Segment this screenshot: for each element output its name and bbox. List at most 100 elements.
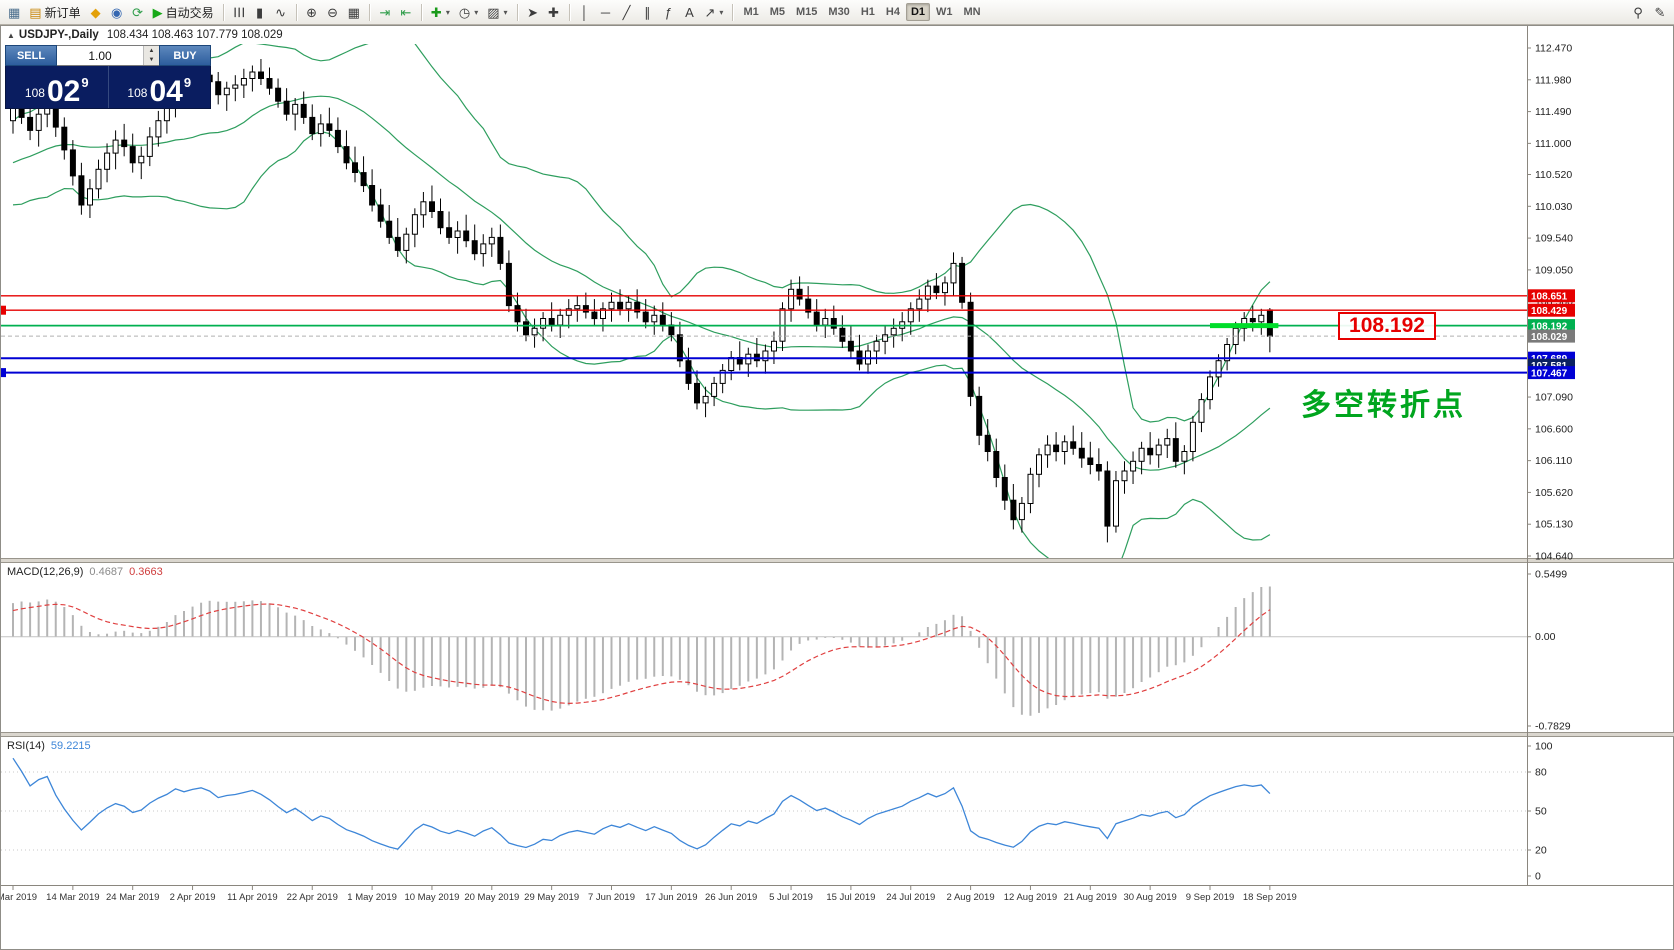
dropdown-arrow-icon: ▾ [503, 7, 508, 17]
search-button[interactable]: ⚲ [1628, 2, 1648, 22]
svg-text:50: 50 [1535, 806, 1547, 818]
vertical-line-button[interactable]: │ [575, 2, 595, 22]
arrows-button[interactable]: ↗ ▾ [701, 2, 728, 22]
candlestick-chart-button[interactable]: ▮ [250, 2, 270, 22]
buy-price-sup: 9 [183, 75, 192, 90]
autotrading-icon: ▶ [152, 4, 163, 20]
svg-text:111.490: 111.490 [1535, 106, 1572, 118]
svg-text:0.00: 0.00 [1535, 631, 1556, 643]
svg-text:109.050: 109.050 [1535, 264, 1573, 276]
channel-icon: ∥ [644, 4, 651, 20]
community-button[interactable]: ✎ [1650, 2, 1670, 22]
toolbar-separator [568, 3, 570, 21]
chart-window: 112.470 111.980 111.490 111.000 110.520 110.0… [0, 25, 1674, 950]
rsi-line [12, 757, 1271, 850]
new-chart-icon: ▦ [8, 4, 21, 20]
navigator-button[interactable]: ⟳ [128, 2, 148, 22]
chart-canvas[interactable]: 112.470 111.980 111.490 111.000 110.520 110.0… [1, 26, 1674, 949]
templates-button[interactable]: ▨ ▾ [483, 2, 511, 22]
svg-text:20: 20 [1535, 845, 1547, 857]
auto-scroll-button[interactable]: ⇥ [375, 2, 395, 22]
svg-text:108.429: 108.429 [1531, 306, 1568, 317]
bar-chart-button[interactable]: ☰ [229, 2, 249, 22]
chart-shift-button[interactable]: ⇤ [396, 2, 416, 22]
timeframe-m30-button[interactable]: M30 [823, 3, 854, 21]
zoom-out-button[interactable]: ⊖ [323, 2, 343, 22]
svg-text:109.540: 109.540 [1535, 233, 1573, 245]
templates-icon: ▨ [487, 4, 500, 20]
periods-button[interactable]: ◷ ▾ [455, 2, 482, 22]
buy-price-big: 04 [149, 74, 183, 108]
collapse-arrow-icon[interactable]: ▲ [7, 31, 15, 40]
svg-text:105.130: 105.130 [1535, 519, 1573, 531]
new-chart-button[interactable]: ▦ [4, 2, 24, 22]
svg-text:108.029: 108.029 [1531, 332, 1568, 343]
timeframe-m15-button[interactable]: M15 [791, 3, 822, 21]
crosshair-button[interactable]: ✚ [544, 2, 564, 22]
volume-decrease-button[interactable]: ▼ [144, 55, 159, 65]
price-axis[interactable]: 112.470 111.980 111.490 111.000 110.520 110.0… [1527, 43, 1575, 883]
price-level-annotation[interactable]: 108.192 [1338, 312, 1436, 340]
svg-text:7 Jun 2019: 7 Jun 2019 [588, 892, 635, 903]
svg-text:111.980: 111.980 [1535, 74, 1572, 86]
market-watch-button[interactable]: ◆ [86, 2, 106, 22]
svg-text:1 May 2019: 1 May 2019 [347, 892, 397, 903]
new-order-button[interactable]: ▤ 新订单 [25, 2, 84, 22]
timeframe-h1-button[interactable]: H1 [856, 3, 880, 21]
toolbar-separator [732, 3, 734, 21]
macd-main-value: 0.4687 [89, 566, 124, 578]
horizontal-lines[interactable] [1, 295, 1527, 378]
timeframe-w1-button[interactable]: W1 [931, 3, 958, 21]
text-button[interactable]: A [680, 2, 700, 22]
timeframe-m5-button[interactable]: M5 [765, 3, 790, 21]
svg-text:107.090: 107.090 [1535, 392, 1573, 404]
toolbar: ▦ ▤ 新订单 ◆ ◉ ⟳ ▶ 自动交易 ☰ ▮ ∿ ⊕ ⊖ ▦ ⇥ ⇤ ✚ ▾ ◷ ▾ ▨ ▾ ➤ ✚ │ ─ ╱ ∥ ƒ A ↗ ▾ M1 M… [0, 0, 1674, 25]
volume-input[interactable] [57, 46, 143, 65]
trendline-button[interactable]: ╱ [617, 2, 637, 22]
svg-text:107.467: 107.467 [1531, 368, 1568, 379]
svg-text:21 Aug 2019: 21 Aug 2019 [1064, 892, 1117, 903]
sell-price-sup: 9 [81, 75, 89, 90]
horizontal-line-button[interactable]: ─ [596, 2, 616, 22]
svg-text:18 Sep 2019: 18 Sep 2019 [1243, 892, 1297, 903]
timeframe-m1-button[interactable]: M1 [738, 3, 763, 21]
timeframe-d1-button[interactable]: D1 [905, 3, 930, 21]
price-divider [107, 66, 109, 108]
fibonacci-button[interactable]: ƒ [659, 2, 679, 22]
svg-text:20 May 2019: 20 May 2019 [464, 892, 519, 903]
autotrading-label: 自动交易 [165, 5, 214, 20]
buy-price-prefix: 108 [127, 86, 148, 100]
chart-shift-icon: ⇤ [400, 4, 412, 20]
cursor-button[interactable]: ➤ [523, 2, 543, 22]
svg-text:9 Sep 2019: 9 Sep 2019 [1186, 892, 1235, 903]
bollinger-bands [12, 44, 1271, 558]
dropdown-arrow-icon: ▾ [445, 7, 450, 17]
svg-text:105.620: 105.620 [1535, 487, 1573, 499]
sell-price-prefix: 108 [24, 86, 45, 100]
data-window-button[interactable]: ◉ [107, 2, 127, 22]
sell-price[interactable]: 108 02 9 [6, 66, 108, 108]
svg-text:10 May 2019: 10 May 2019 [404, 892, 459, 903]
time-axis[interactable]: 5 Mar 2019 14 Mar 2019 24 Mar 2019 2 Apr 20… [1, 886, 1297, 903]
buy-button[interactable]: BUY [159, 45, 211, 66]
zoom-in-button[interactable]: ⊕ [302, 2, 322, 22]
tile-windows-button[interactable]: ▦ [344, 2, 364, 22]
sell-price-big: 02 [46, 74, 81, 108]
sell-button[interactable]: SELL [5, 45, 57, 66]
chart-title: ▲ USDJPY-,Daily 108.434 108.463 107.779 10… [7, 29, 283, 41]
macd-signal-value: 0.3663 [129, 566, 163, 578]
turning-point-annotation[interactable]: 多空转折点 [1301, 389, 1466, 422]
channel-button[interactable]: ∥ [638, 2, 658, 22]
volume-increase-button[interactable]: ▲ [144, 46, 159, 56]
svg-text:11 Apr 2019: 11 Apr 2019 [227, 892, 278, 903]
autotrading-button[interactable]: ▶ 自动交易 [149, 2, 218, 22]
timeframe-h4-button[interactable]: H4 [881, 3, 905, 21]
timeframe-mn-button[interactable]: MN [959, 3, 986, 21]
buy-price[interactable]: 108 04 9 [109, 66, 211, 108]
toolbar-separator [516, 3, 518, 21]
zoom-in-icon: ⊕ [306, 4, 318, 20]
toolbar-right-group: ⚲ ✎ [1628, 2, 1670, 22]
line-chart-button[interactable]: ∿ [271, 2, 291, 22]
indicators-button[interactable]: ✚ ▾ [427, 2, 454, 22]
